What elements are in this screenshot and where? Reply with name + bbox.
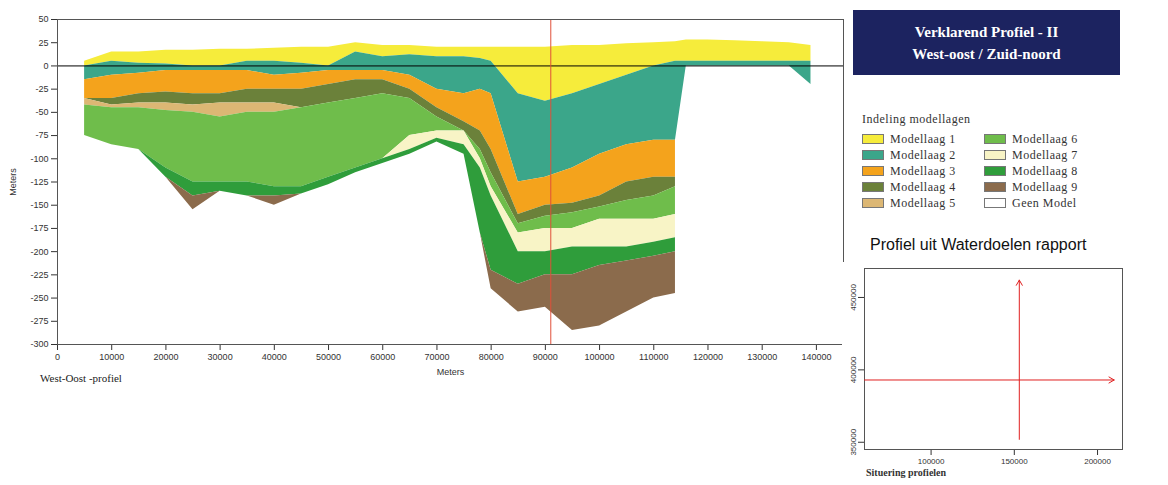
svg-text:25: 25	[38, 38, 48, 48]
svg-text:50: 50	[38, 14, 48, 24]
html-text:Modellaag 8: Modellaag 8	[1012, 163, 1078, 178]
svg-text:-150: -150	[30, 200, 48, 210]
svg-text:-75: -75	[35, 130, 48, 140]
svg-text:140000: 140000	[801, 352, 831, 362]
svg-text:10000: 10000	[99, 352, 124, 362]
svg-text:-175: -175	[30, 223, 48, 233]
html-text:Modellaag 9: Modellaag 9	[1012, 179, 1078, 194]
svg-text:0: 0	[43, 61, 48, 71]
svg-text:110000: 110000	[639, 352, 668, 362]
html-text:West-Oost -profiel: West-Oost -profiel	[40, 372, 122, 384]
svg-text:50000: 50000	[316, 352, 341, 362]
svg-text:100000: 100000	[585, 352, 615, 362]
svg-text:-50: -50	[35, 107, 48, 117]
html-text:Indeling modellagen: Indeling modellagen	[862, 112, 971, 126]
svg-text:60000: 60000	[370, 352, 395, 362]
html-text:Verklarend Profiel - II: Verklarend Profiel - II	[914, 23, 1059, 40]
html-text:Geen Model: Geen Model	[1012, 195, 1077, 210]
html-text:Profiel uit Waterdoelen rappor: Profiel uit Waterdoelen rapport	[870, 236, 1087, 253]
svg-text:-300: -300	[30, 339, 48, 349]
html-text:Modellaag 5: Modellaag 5	[890, 195, 956, 210]
svg-text:0: 0	[55, 352, 60, 362]
svg-text:-25: -25	[35, 84, 48, 94]
svg-text:Meters: Meters	[437, 367, 465, 377]
svg-text:90000: 90000	[533, 352, 558, 362]
svg-text:80000: 80000	[479, 352, 504, 362]
svg-text:-250: -250	[30, 293, 48, 303]
svg-text:120000: 120000	[693, 352, 723, 362]
html-text:Modellaag 2: Modellaag 2	[890, 147, 956, 162]
html-text:Modellaag 7: Modellaag 7	[1012, 147, 1078, 162]
html-text:West-oost / Zuid-noord: West-oost / Zuid-noord	[912, 45, 1061, 62]
svg-text:100000: 100000	[918, 457, 945, 466]
html-text:Modellaag 1: Modellaag 1	[890, 131, 956, 146]
html-text:Situering profielen: Situering profielen	[866, 467, 947, 478]
svg-text:-225: -225	[30, 270, 48, 280]
svg-text:20000: 20000	[153, 352, 178, 362]
html-text:Modellaag 3: Modellaag 3	[890, 163, 956, 178]
svg-text:200000: 200000	[1084, 457, 1111, 466]
svg-text:-200: -200	[30, 247, 48, 257]
svg-text:-125: -125	[30, 177, 48, 187]
svg-text:350000: 350000	[849, 428, 858, 455]
svg-text:450000: 450000	[849, 284, 858, 311]
html-text:Modellaag 4: Modellaag 4	[890, 179, 956, 194]
svg-text:-100: -100	[30, 154, 48, 164]
svg-text:40000: 40000	[262, 352, 287, 362]
svg-text:Meters: Meters	[8, 168, 18, 196]
svg-text:70000: 70000	[424, 352, 449, 362]
svg-text:130000: 130000	[747, 352, 777, 362]
svg-text:150000: 150000	[1001, 457, 1028, 466]
html-text:Modellaag 6: Modellaag 6	[1012, 131, 1078, 146]
svg-text:30000: 30000	[208, 352, 233, 362]
svg-text:-275: -275	[30, 316, 48, 326]
svg-text:400000: 400000	[849, 356, 858, 383]
